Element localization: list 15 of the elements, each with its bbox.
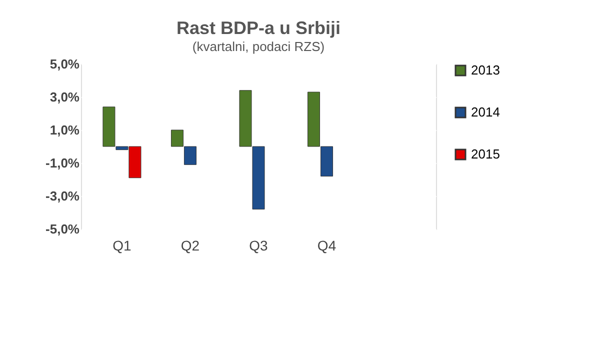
x-tick-label: Q4 (317, 238, 336, 254)
y-tick-label: -5,0% (46, 222, 80, 236)
y-tick-label: -1,0% (46, 156, 80, 170)
x-tick-label: Q3 (249, 238, 268, 254)
x-tick-label: Q2 (180, 238, 200, 254)
chart-title: Rast BDP-a u Srbiji (176, 18, 341, 38)
legend-label: 2014 (471, 104, 500, 120)
y-tick-label: 5,0% (50, 56, 80, 72)
y-tick-label: -3,0% (46, 188, 80, 204)
y-tick-label: 3,0% (50, 90, 80, 104)
x-tick-label: Q1 (112, 238, 132, 254)
y-tick-label: 1,0% (50, 122, 80, 138)
legend-label: 2015 (471, 146, 500, 162)
legend-label: 2013 (471, 62, 500, 78)
chart-subtitle: (kvartalni, podaci RZS) (192, 39, 325, 54)
